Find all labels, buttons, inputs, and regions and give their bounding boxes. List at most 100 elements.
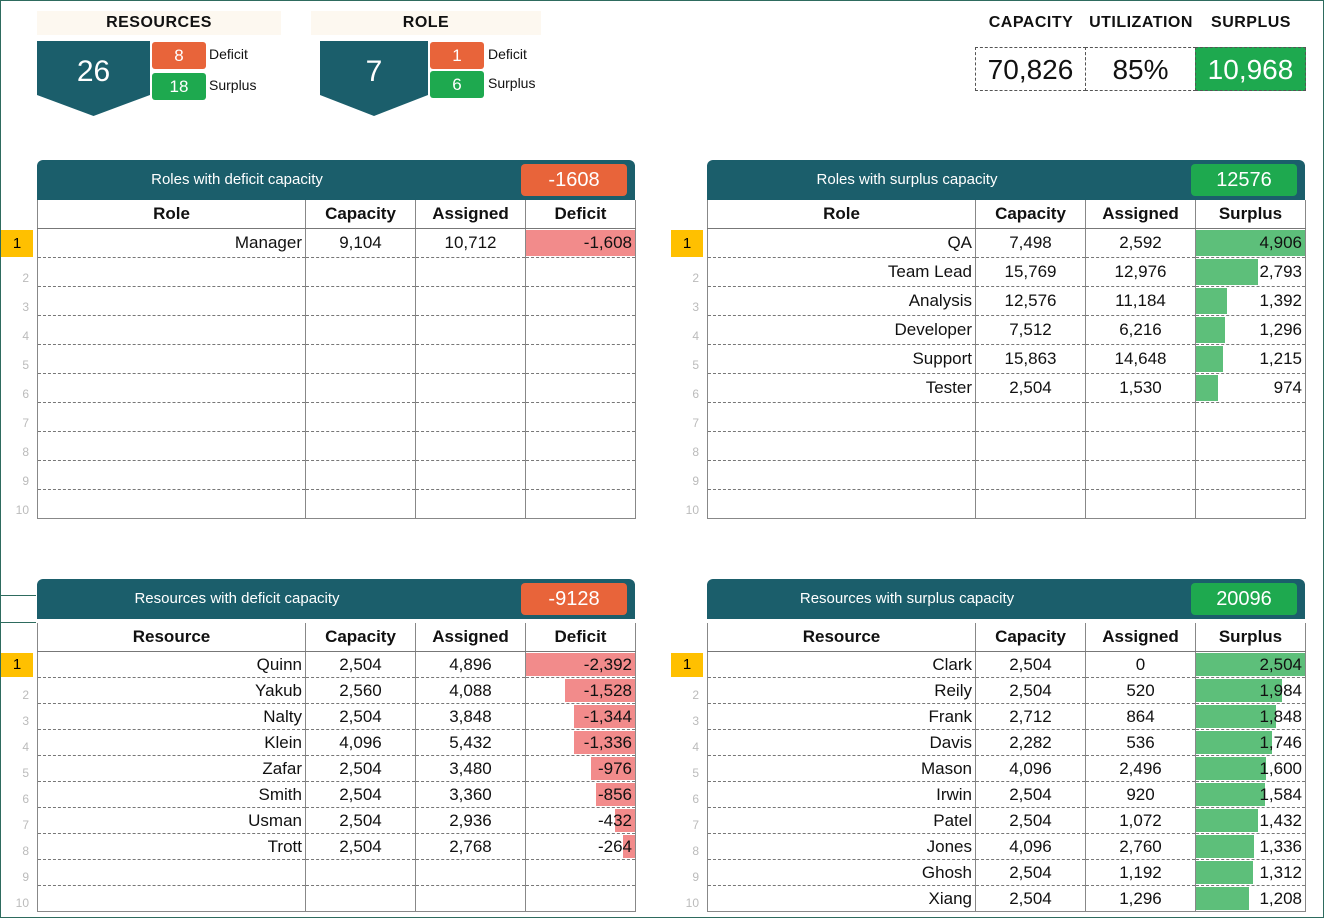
assigned-cell: 864: [1085, 703, 1196, 730]
roles-deficit-title: Roles with deficit capacity: [151, 171, 323, 188]
name-cell: [37, 257, 306, 287]
value-cell: [525, 460, 636, 490]
table-row: Tester 2,504 1,530 974: [707, 373, 1306, 403]
assigned-cell: 4,896: [415, 651, 526, 678]
name-cell: Quinn: [37, 651, 306, 678]
table-row: [37, 373, 636, 403]
table-row: [37, 257, 636, 287]
assigned-header: Assigned: [415, 200, 526, 229]
capacity-cell: 2,504: [975, 373, 1086, 403]
row-number: 9: [22, 474, 29, 488]
table-row: [707, 489, 1306, 519]
row-number: 4: [22, 740, 29, 754]
value-header: Deficit: [525, 200, 636, 229]
roles-surplus-total: 12576: [1191, 164, 1297, 196]
value-text: 1,215: [1259, 349, 1302, 368]
value-cell: 1,848: [1195, 703, 1306, 730]
assigned-cell: 1,072: [1085, 807, 1196, 834]
value-cell: 1,432: [1195, 807, 1306, 834]
row-number: 10: [685, 896, 699, 910]
name-header: Role: [37, 200, 306, 229]
table-row: Support 15,863 14,648 1,215: [707, 344, 1306, 374]
row-number: 1: [671, 230, 703, 257]
name-cell: Smith: [37, 781, 306, 808]
value-cell: [1195, 431, 1306, 461]
row-number: 8: [22, 445, 29, 459]
surplus-bar: [1196, 757, 1266, 780]
deficit-bar: [526, 230, 635, 256]
capacity-cell: 7,512: [975, 315, 1086, 345]
capacity-cell: [975, 402, 1086, 432]
resources-surplus-total: 20096: [1191, 583, 1297, 615]
row-number: 6: [692, 792, 699, 806]
assigned-cell: 920: [1085, 781, 1196, 808]
role-surplus-label: Surplus: [488, 75, 536, 91]
assigned-cell: 11,184: [1085, 286, 1196, 316]
assigned-cell: 3,360: [415, 781, 526, 808]
table-row: Irwin 2,504 920 1,584: [707, 781, 1306, 808]
name-cell: [37, 315, 306, 345]
assigned-cell: 1,296: [1085, 885, 1196, 912]
roles-deficit-total: -1608: [521, 164, 627, 196]
assigned-cell: 0: [1085, 651, 1196, 678]
assigned-cell: 10,712: [415, 228, 526, 258]
value-text: 1,600: [1259, 758, 1302, 778]
table-row: [707, 431, 1306, 461]
value-text: -1,344: [583, 706, 632, 726]
value-cell: [525, 344, 636, 374]
capacity-cell: 2,504: [305, 703, 416, 730]
value-cell: -2,392: [525, 651, 636, 678]
name-cell: [37, 344, 306, 374]
value-cell: [525, 431, 636, 461]
utilization-value: 85%: [1085, 47, 1196, 91]
value-cell: -856: [525, 781, 636, 808]
roles-surplus-header: Roles with surplus capacity 12576: [707, 160, 1305, 200]
table-row: Ghosh 2,504 1,192 1,312: [707, 859, 1306, 886]
name-cell: [37, 373, 306, 403]
assigned-cell: 2,936: [415, 807, 526, 834]
surplus-bar: [1196, 346, 1224, 372]
assigned-cell: [415, 489, 526, 519]
capacity-cell: [305, 431, 416, 461]
value-text: -1,528: [583, 680, 632, 700]
surplus-bar: [1196, 861, 1254, 884]
capacity-cell: 2,504: [305, 755, 416, 782]
table-row: Quinn 2,504 4,896 -2,392: [37, 651, 636, 678]
table-row: QA 7,498 2,592 4,906: [707, 228, 1306, 258]
value-text: -856: [597, 784, 632, 804]
name-cell: Patel: [707, 807, 976, 834]
assigned-cell: 2,592: [1085, 228, 1196, 258]
capacity-cell: [305, 315, 416, 345]
row-number: 9: [692, 870, 699, 884]
value-text: -1,608: [583, 233, 632, 252]
table-row: [37, 344, 636, 374]
row-number: 2: [22, 271, 29, 285]
deficit-bar: [565, 679, 635, 702]
row-number: 5: [22, 766, 29, 780]
surplus-label: SURPLUS: [1211, 14, 1291, 31]
value-text: 2,793: [1259, 262, 1302, 281]
value-cell: -264: [525, 833, 636, 860]
resources-surplus-title: Resources with surplus capacity: [799, 590, 1015, 607]
table-row: Mason 4,096 2,496 1,600: [707, 755, 1306, 782]
capacity-cell: [975, 460, 1086, 490]
name-cell: Frank: [707, 703, 976, 730]
role-deficit-count: 1: [430, 42, 484, 69]
capacity-cell: 2,504: [975, 807, 1086, 834]
assigned-cell: [1085, 489, 1196, 519]
table-row: Nalty 2,504 3,848 -1,344: [37, 703, 636, 730]
value-cell: [525, 315, 636, 345]
table-row: [37, 460, 636, 490]
capacity-cell: 2,504: [975, 859, 1086, 886]
value-text: 1,336: [1259, 836, 1302, 856]
capacity-cell: [305, 286, 416, 316]
capacity-cell: 15,769: [975, 257, 1086, 287]
capacity-header: Capacity: [305, 623, 416, 652]
capacity-cell: 2,282: [975, 729, 1086, 756]
assigned-cell: 2,496: [1085, 755, 1196, 782]
name-cell: Yakub: [37, 677, 306, 704]
row-number: 7: [22, 416, 29, 430]
capacity-header: Capacity: [975, 200, 1086, 229]
table-row: [707, 460, 1306, 490]
row-number: 3: [22, 714, 29, 728]
